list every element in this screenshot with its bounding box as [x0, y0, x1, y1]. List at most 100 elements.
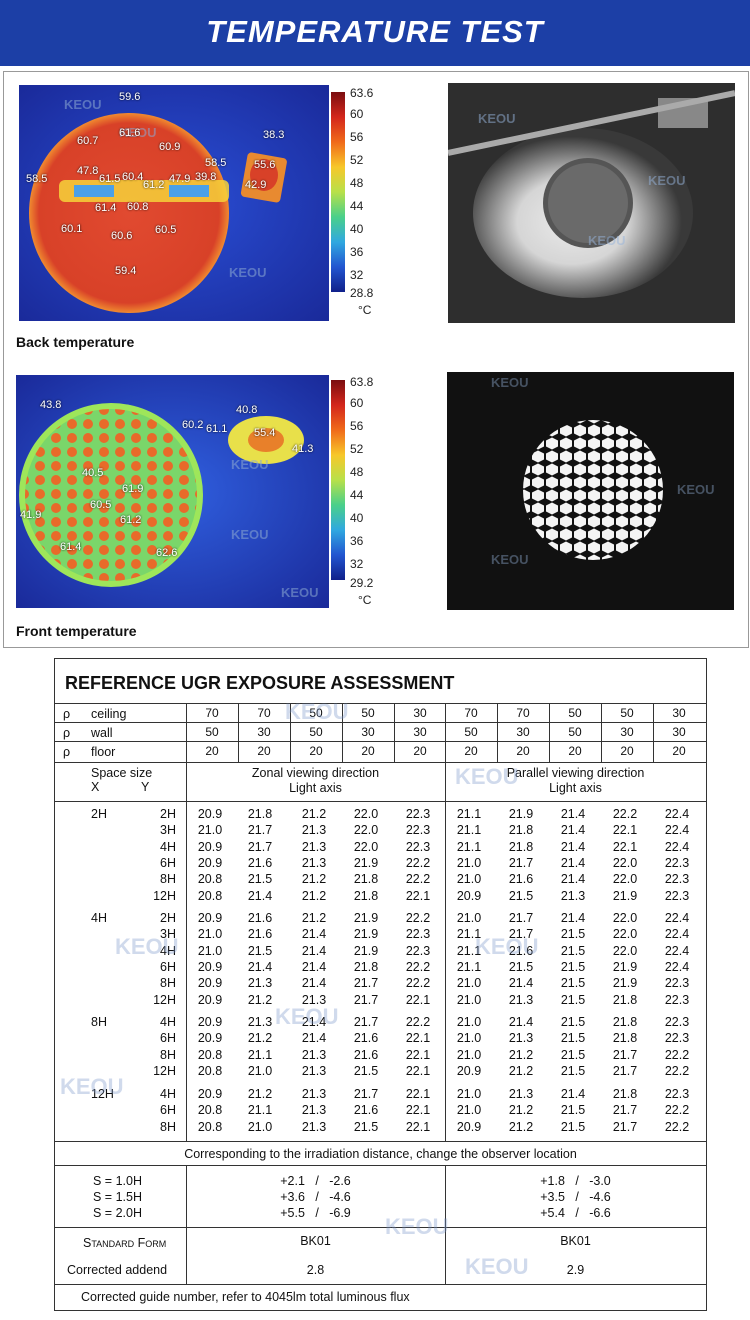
ugr-parallel-value: 21.0	[456, 855, 482, 870]
scale-label: 48	[350, 465, 364, 479]
watermark: KEOU	[285, 699, 349, 724]
standard-form-label: Standard Form	[83, 1236, 167, 1250]
scale-label: 44	[350, 199, 364, 213]
scale-label: 32	[350, 557, 364, 571]
ugr-zonal-value: 21.3	[301, 1087, 327, 1101]
ugr-zonal-value: 21.0	[247, 1063, 273, 1078]
ugr-zonal-value: 22.2	[405, 872, 431, 887]
rho-value: 20	[361, 744, 375, 758]
ugr-zonal-value: 20.8	[197, 872, 223, 887]
ugr-zonal-value: 22.0	[353, 839, 379, 854]
ugr-zonal-value: 21.3	[301, 855, 327, 870]
rho-value: 70	[257, 706, 271, 720]
temp-point: 60.4	[122, 171, 144, 183]
rule	[497, 703, 498, 762]
rule	[601, 703, 602, 762]
temp-point: 58.5	[205, 157, 227, 169]
watermark: KEOU	[478, 111, 516, 126]
back-color-scale	[331, 92, 345, 292]
ugr-parallel-value: 21.2	[508, 1119, 534, 1134]
ugr-parallel-value: 21.0	[456, 1047, 482, 1062]
rho-value: 50	[309, 725, 323, 739]
temp-point: 43.8	[40, 399, 62, 411]
ugr-parallel-value: 22.3	[664, 1015, 690, 1029]
ugr-parallel-value: 20.9	[456, 1119, 482, 1134]
ugr-zonal-value: 21.3	[301, 1063, 327, 1078]
ugr-zonal-value: 21.6	[353, 1031, 379, 1046]
rho-value: 20	[309, 744, 323, 758]
ugr-parallel-value: 21.5	[560, 927, 586, 942]
temp-point: 62.6	[156, 547, 178, 559]
rule	[55, 1141, 706, 1142]
temp-point: 61.4	[60, 541, 82, 553]
y-label: Y	[141, 780, 150, 794]
rho-value: 50	[464, 725, 478, 739]
ugr-zonal-value: 21.6	[247, 855, 273, 870]
ugr-parallel-value: 21.4	[508, 976, 534, 991]
s-label: S = 2.0H	[93, 1206, 142, 1220]
rule	[55, 801, 706, 802]
scale-label: 40	[350, 511, 364, 525]
ugr-zonal-value: 20.9	[197, 992, 223, 1007]
ugr-zonal-value: 22.3	[405, 823, 431, 838]
scale-label: 32	[350, 268, 364, 282]
ugr-zonal-value: 21.7	[353, 992, 379, 1007]
watermark: KEOU	[231, 527, 269, 542]
rule	[55, 1284, 706, 1285]
ugr-parallel-value: 21.5	[508, 959, 534, 974]
ugr-zonal-value: 20.8	[197, 1063, 223, 1078]
ugr-parallel-value: 21.7	[612, 1119, 638, 1134]
ugr-zonal-value: 22.1	[405, 1119, 431, 1134]
x-size: 4H	[91, 911, 107, 925]
ugr-parallel-value: 22.1	[612, 839, 638, 854]
ugr-parallel-value: 21.5	[560, 943, 586, 958]
rho-value: 50	[309, 706, 323, 720]
ugr-zonal-value: 21.4	[247, 888, 273, 903]
watermark: KEOU	[385, 1214, 449, 1239]
ugr-parallel-value: 21.1	[456, 943, 482, 958]
rule	[445, 703, 446, 762]
ugr-parallel-value: 22.4	[664, 807, 690, 821]
ugr-zonal-value: 20.9	[197, 1087, 223, 1101]
scale-label: 60	[350, 396, 364, 410]
s-parallel: +1.8 / -3.0	[540, 1174, 611, 1188]
ugr-parallel-value: 21.7	[508, 855, 534, 870]
ugr-zonal-value: 22.2	[405, 976, 431, 991]
ugr-parallel-value: 21.8	[612, 1087, 638, 1101]
ugr-parallel-value: 21.4	[560, 807, 586, 821]
temp-point: 60.1	[61, 223, 83, 235]
page-title: TEMPERATURE TEST	[206, 14, 544, 49]
ugr-parallel-value: 21.4	[560, 823, 586, 838]
s-parallel: +5.4 / -6.6	[540, 1206, 611, 1220]
ugr-parallel-value: 21.3	[508, 992, 534, 1007]
rule	[445, 762, 446, 1141]
ugr-parallel-value: 22.1	[612, 823, 638, 838]
ugr-parallel-value: 21.5	[560, 1119, 586, 1134]
ugr-zonal-value: 21.3	[301, 1103, 327, 1118]
ugr-zonal-value: 21.3	[301, 839, 327, 854]
watermark: KEOU	[229, 265, 267, 280]
back-photo: KEOU KEOU KEOU	[448, 83, 735, 323]
rho-value: 70	[205, 706, 219, 720]
temp-point: 42.9	[245, 179, 267, 191]
rule	[55, 722, 706, 723]
y-size: 3H	[160, 823, 176, 838]
rho-value: 30	[361, 725, 375, 739]
ugr-parallel-value: 22.3	[664, 872, 690, 887]
ugr-zonal-value: 22.3	[405, 927, 431, 942]
rho-value: 70	[464, 706, 478, 720]
ugr-parallel-value: 22.3	[664, 992, 690, 1007]
scale-label: 56	[350, 419, 364, 433]
ugr-zonal-value: 21.3	[247, 976, 273, 991]
y-size: 12H	[153, 888, 176, 903]
y-size: 8H	[160, 872, 176, 887]
distance-note: Corresponding to the irradiation distanc…	[184, 1147, 577, 1161]
ugr-parallel-value: 21.0	[456, 1103, 482, 1118]
standard-form-parallel: BK01	[560, 1234, 591, 1248]
ugr-zonal-value: 21.5	[247, 872, 273, 887]
ugr-zonal-value: 21.1	[247, 1047, 273, 1062]
ugr-parallel-value: 21.7	[612, 1063, 638, 1078]
ugr-zonal-value: 20.9	[197, 959, 223, 974]
ugr-parallel-value: 21.7	[508, 911, 534, 925]
ugr-zonal-value: 21.6	[353, 1047, 379, 1062]
